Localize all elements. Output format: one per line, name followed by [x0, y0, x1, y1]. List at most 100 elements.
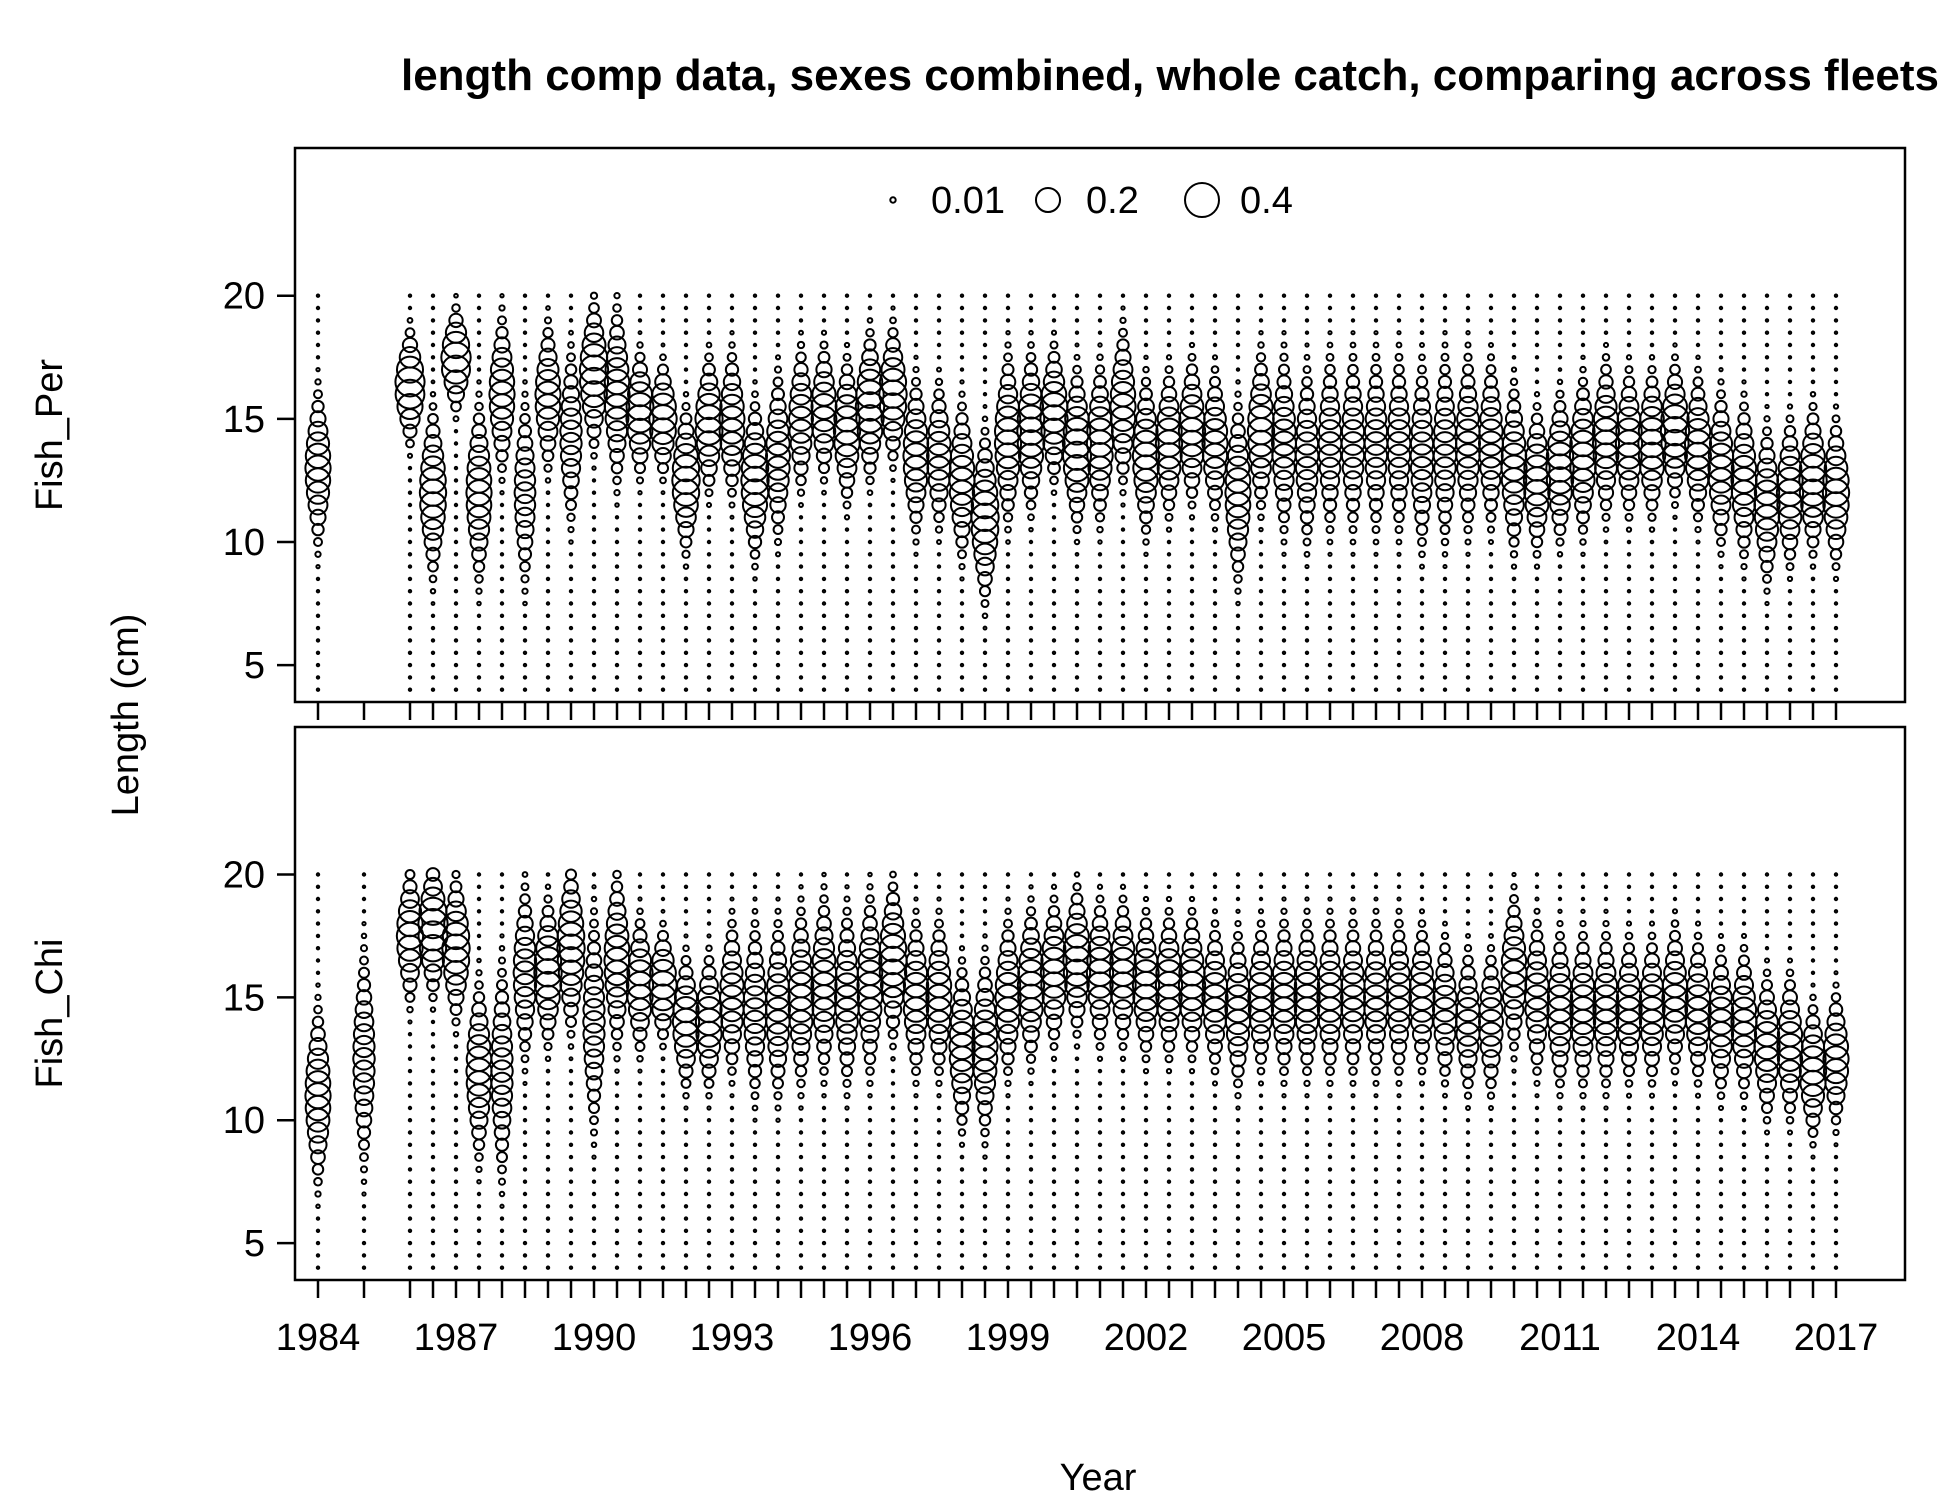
bubble: [752, 650, 758, 655]
bubble: [1647, 512, 1657, 522]
bubble: [1810, 1204, 1816, 1209]
bubble: [429, 587, 437, 595]
bubble: [604, 357, 630, 383]
bubble: [1415, 523, 1429, 536]
bubble: [304, 1070, 332, 1097]
bubble: [1671, 1080, 1679, 1087]
bubble: [1028, 662, 1034, 668]
bubble: [453, 490, 459, 495]
bubble: [1022, 926, 1040, 945]
bubble: [1485, 364, 1497, 376]
bubble: [1373, 884, 1379, 889]
bubble: [1278, 363, 1290, 376]
bubble: [1649, 342, 1655, 348]
bubble: [1280, 1079, 1288, 1088]
bubble: [1442, 293, 1448, 298]
bubble: [1442, 1216, 1448, 1221]
bubble: [1505, 1013, 1523, 1031]
bubble: [660, 490, 666, 496]
bubble: [563, 485, 579, 501]
bubble: [499, 552, 505, 557]
bubble: [935, 907, 943, 915]
bubble: [1162, 1040, 1176, 1053]
bubble: [798, 318, 804, 323]
bubble: [959, 576, 965, 582]
bubble: [1831, 414, 1841, 424]
bubble: [695, 392, 723, 421]
bubble: [1185, 363, 1199, 376]
bubble: [499, 1240, 505, 1246]
bubble: [1097, 1179, 1103, 1184]
bubble: [1603, 305, 1609, 311]
bubble: [1753, 479, 1781, 506]
bubble: [660, 625, 666, 631]
chart-title: length comp data, sexes combined, whole …: [401, 51, 1939, 100]
bubble: [453, 1191, 459, 1197]
bubble: [1463, 944, 1473, 953]
bubble: [1212, 1167, 1218, 1172]
bubble: [1062, 416, 1092, 446]
bubble: [513, 986, 537, 1009]
bubble: [469, 1110, 489, 1130]
bubble: [867, 1154, 873, 1160]
bubble: [1281, 1118, 1287, 1123]
bubble: [451, 1017, 461, 1027]
bubble: [1051, 564, 1057, 569]
bubble: [1005, 589, 1011, 594]
bubble: [834, 972, 860, 998]
bubble: [1419, 1093, 1425, 1098]
bubble: [637, 305, 643, 311]
bubble: [309, 508, 327, 526]
bubble: [1454, 1008, 1482, 1035]
bubble: [589, 291, 599, 300]
bubble: [568, 329, 574, 336]
bubble: [1764, 625, 1770, 631]
bubble: [727, 918, 737, 929]
bubble: [1479, 407, 1503, 431]
bubble: [1022, 1025, 1040, 1044]
bubble: [1602, 341, 1610, 349]
bubble: [1347, 363, 1359, 376]
bubble: [752, 872, 758, 877]
bubble: [907, 397, 925, 416]
bubble: [866, 1079, 874, 1088]
bubble: [1296, 482, 1318, 503]
bubble: [1786, 957, 1794, 964]
bubble: [1347, 511, 1359, 524]
bubble: [568, 1081, 574, 1086]
bubble: [637, 1253, 643, 1258]
bubble: [637, 1191, 643, 1197]
bubble: [1833, 1179, 1839, 1184]
bubble: [1644, 1050, 1660, 1067]
bubble: [1465, 662, 1471, 668]
bubble: [1419, 650, 1425, 655]
bubble: [1120, 675, 1126, 680]
bubble: [356, 977, 372, 993]
bubble: [660, 1204, 666, 1209]
bubble: [1258, 1191, 1264, 1197]
bubble: [909, 929, 923, 943]
bubble: [1304, 1105, 1310, 1111]
bubble: [911, 918, 921, 929]
bubble: [499, 613, 505, 618]
bubble: [635, 476, 645, 485]
bubble: [522, 305, 528, 311]
bubble: [1074, 1093, 1080, 1098]
bubble: [1072, 1029, 1082, 1039]
bubble: [1547, 430, 1573, 457]
bubble: [1603, 1216, 1609, 1221]
bubble: [1047, 461, 1061, 476]
bubble: [361, 872, 367, 877]
bubble: [469, 532, 489, 552]
bubble: [1028, 1130, 1034, 1135]
bubble: [1051, 589, 1057, 594]
bubble: [591, 687, 597, 692]
bubble: [1097, 675, 1103, 680]
bubble: [999, 939, 1017, 957]
bubble: [729, 1142, 735, 1148]
bubble: [614, 1204, 620, 1209]
bubble: [1143, 576, 1149, 582]
bubble: [890, 293, 896, 298]
bubble: [430, 1093, 436, 1098]
bubble: [315, 305, 321, 311]
